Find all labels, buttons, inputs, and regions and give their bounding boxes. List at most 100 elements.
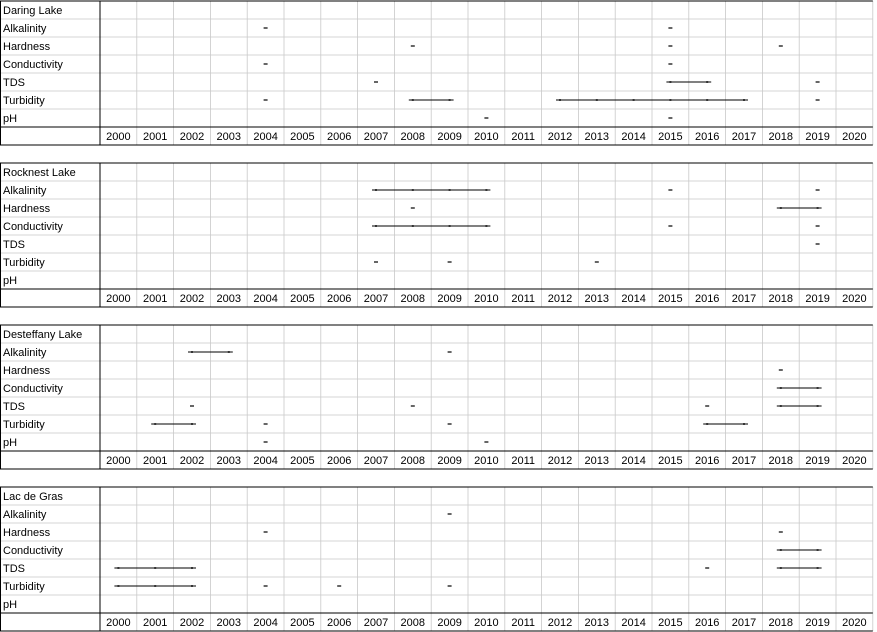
year-tick-label: 2002 bbox=[180, 617, 204, 629]
year-tick-label: 2010 bbox=[474, 293, 498, 305]
parameter-label: TDS bbox=[3, 77, 25, 89]
year-tick-label: 2000 bbox=[106, 131, 130, 143]
year-tick-label: 2018 bbox=[769, 293, 793, 305]
year-tick-label: 2007 bbox=[364, 131, 388, 143]
year-tick-label: 2000 bbox=[106, 617, 130, 629]
year-tick-label: 2010 bbox=[474, 617, 498, 629]
year-tick-label: 2014 bbox=[621, 455, 645, 467]
year-tick-label: 2011 bbox=[511, 131, 535, 143]
parameter-label: TDS bbox=[3, 563, 25, 575]
year-tick-label: 2012 bbox=[548, 293, 572, 305]
parameter-label: Alkalinity bbox=[3, 185, 47, 197]
year-tick-label: 2014 bbox=[621, 617, 645, 629]
year-tick-label: 2002 bbox=[180, 455, 204, 467]
year-tick-label: 2005 bbox=[290, 455, 314, 467]
year-tick-label: 2004 bbox=[253, 293, 277, 305]
year-tick-label: 2007 bbox=[364, 617, 388, 629]
year-tick-label: 2015 bbox=[658, 455, 682, 467]
parameter-label: Alkalinity bbox=[3, 347, 47, 359]
year-tick-label: 2016 bbox=[695, 617, 719, 629]
year-tick-label: 2001 bbox=[143, 293, 167, 305]
year-tick-label: 2009 bbox=[437, 293, 461, 305]
parameter-label: Alkalinity bbox=[3, 509, 47, 521]
parameter-label: Conductivity bbox=[3, 221, 63, 233]
year-tick-label: 2003 bbox=[217, 455, 241, 467]
year-tick-label: 2019 bbox=[805, 131, 829, 143]
parameter-label: Turbidity bbox=[3, 257, 45, 269]
year-tick-label: 2019 bbox=[805, 617, 829, 629]
year-tick-label: 2014 bbox=[621, 293, 645, 305]
parameter-label: Turbidity bbox=[3, 419, 45, 431]
year-tick-label: 2015 bbox=[658, 293, 682, 305]
year-tick-label: 2020 bbox=[842, 617, 866, 629]
year-tick-label: 2009 bbox=[437, 131, 461, 143]
year-tick-label: 2016 bbox=[695, 455, 719, 467]
lake-panel: Rocknest Lake Alkalinity Hardness Conductiv… bbox=[0, 162, 874, 308]
year-tick-label: 2001 bbox=[143, 131, 167, 143]
year-tick-label: 2006 bbox=[327, 617, 351, 629]
parameter-label: Conductivity bbox=[3, 383, 63, 395]
year-tick-label: 2003 bbox=[217, 293, 241, 305]
year-tick-label: 2018 bbox=[769, 617, 793, 629]
year-tick-label: 2017 bbox=[732, 617, 756, 629]
parameter-label: TDS bbox=[3, 239, 25, 251]
year-tick-label: 2020 bbox=[842, 131, 866, 143]
year-tick-label: 2007 bbox=[364, 455, 388, 467]
year-tick-label: 2005 bbox=[290, 293, 314, 305]
parameter-label: Conductivity bbox=[3, 545, 63, 557]
year-tick-label: 2003 bbox=[217, 617, 241, 629]
lake-name: Desteffany Lake bbox=[3, 329, 82, 341]
year-tick-label: 2009 bbox=[437, 455, 461, 467]
year-tick-label: 2013 bbox=[585, 617, 609, 629]
parameter-label: pH bbox=[3, 599, 17, 611]
year-tick-label: 2018 bbox=[769, 455, 793, 467]
lake-name: Daring Lake bbox=[3, 5, 62, 17]
year-tick-label: 2006 bbox=[327, 455, 351, 467]
parameter-label: Hardness bbox=[3, 365, 51, 377]
year-tick-label: 2018 bbox=[769, 131, 793, 143]
year-tick-label: 2005 bbox=[290, 131, 314, 143]
year-tick-label: 2017 bbox=[732, 293, 756, 305]
parameter-label: Turbidity bbox=[3, 95, 45, 107]
parameter-label: Conductivity bbox=[3, 59, 63, 71]
year-tick-label: 2004 bbox=[253, 455, 277, 467]
year-tick-label: 2002 bbox=[180, 293, 204, 305]
year-tick-label: 2020 bbox=[842, 455, 866, 467]
lake-panel: Lac de Gras Alkalinity Hardness Conductivit… bbox=[0, 486, 874, 632]
year-tick-label: 2019 bbox=[805, 455, 829, 467]
year-tick-label: 2017 bbox=[732, 455, 756, 467]
year-tick-label: 2013 bbox=[585, 131, 609, 143]
year-tick-label: 2003 bbox=[217, 131, 241, 143]
year-tick-label: 2016 bbox=[695, 131, 719, 143]
parameter-label: TDS bbox=[3, 401, 25, 413]
parameter-label: Hardness bbox=[3, 41, 51, 53]
year-tick-label: 2008 bbox=[401, 131, 425, 143]
lake-name: Rocknest Lake bbox=[3, 167, 76, 179]
year-tick-label: 2004 bbox=[253, 617, 277, 629]
year-tick-label: 2008 bbox=[401, 455, 425, 467]
year-tick-label: 2006 bbox=[327, 131, 351, 143]
year-tick-label: 2012 bbox=[548, 617, 572, 629]
lake-name: Lac de Gras bbox=[3, 491, 63, 503]
parameter-label: Turbidity bbox=[3, 581, 45, 593]
parameter-label: pH bbox=[3, 275, 17, 287]
parameter-label: Hardness bbox=[3, 203, 51, 215]
year-tick-label: 2012 bbox=[548, 131, 572, 143]
year-tick-label: 2015 bbox=[658, 617, 682, 629]
year-tick-label: 2014 bbox=[621, 131, 645, 143]
year-tick-label: 2001 bbox=[143, 455, 167, 467]
year-tick-label: 2010 bbox=[474, 455, 498, 467]
parameter-label: pH bbox=[3, 113, 17, 125]
year-tick-label: 2011 bbox=[511, 617, 535, 629]
year-tick-label: 2008 bbox=[401, 293, 425, 305]
year-tick-label: 2015 bbox=[658, 131, 682, 143]
lake-panel: Daring Lake Alkalinity Hardness Conductivit… bbox=[0, 0, 874, 146]
year-tick-label: 2012 bbox=[548, 455, 572, 467]
year-tick-label: 2016 bbox=[695, 293, 719, 305]
year-tick-label: 2010 bbox=[474, 131, 498, 143]
year-tick-label: 2001 bbox=[143, 617, 167, 629]
parameter-label: Hardness bbox=[3, 527, 51, 539]
year-tick-label: 2017 bbox=[732, 131, 756, 143]
year-tick-label: 2005 bbox=[290, 617, 314, 629]
